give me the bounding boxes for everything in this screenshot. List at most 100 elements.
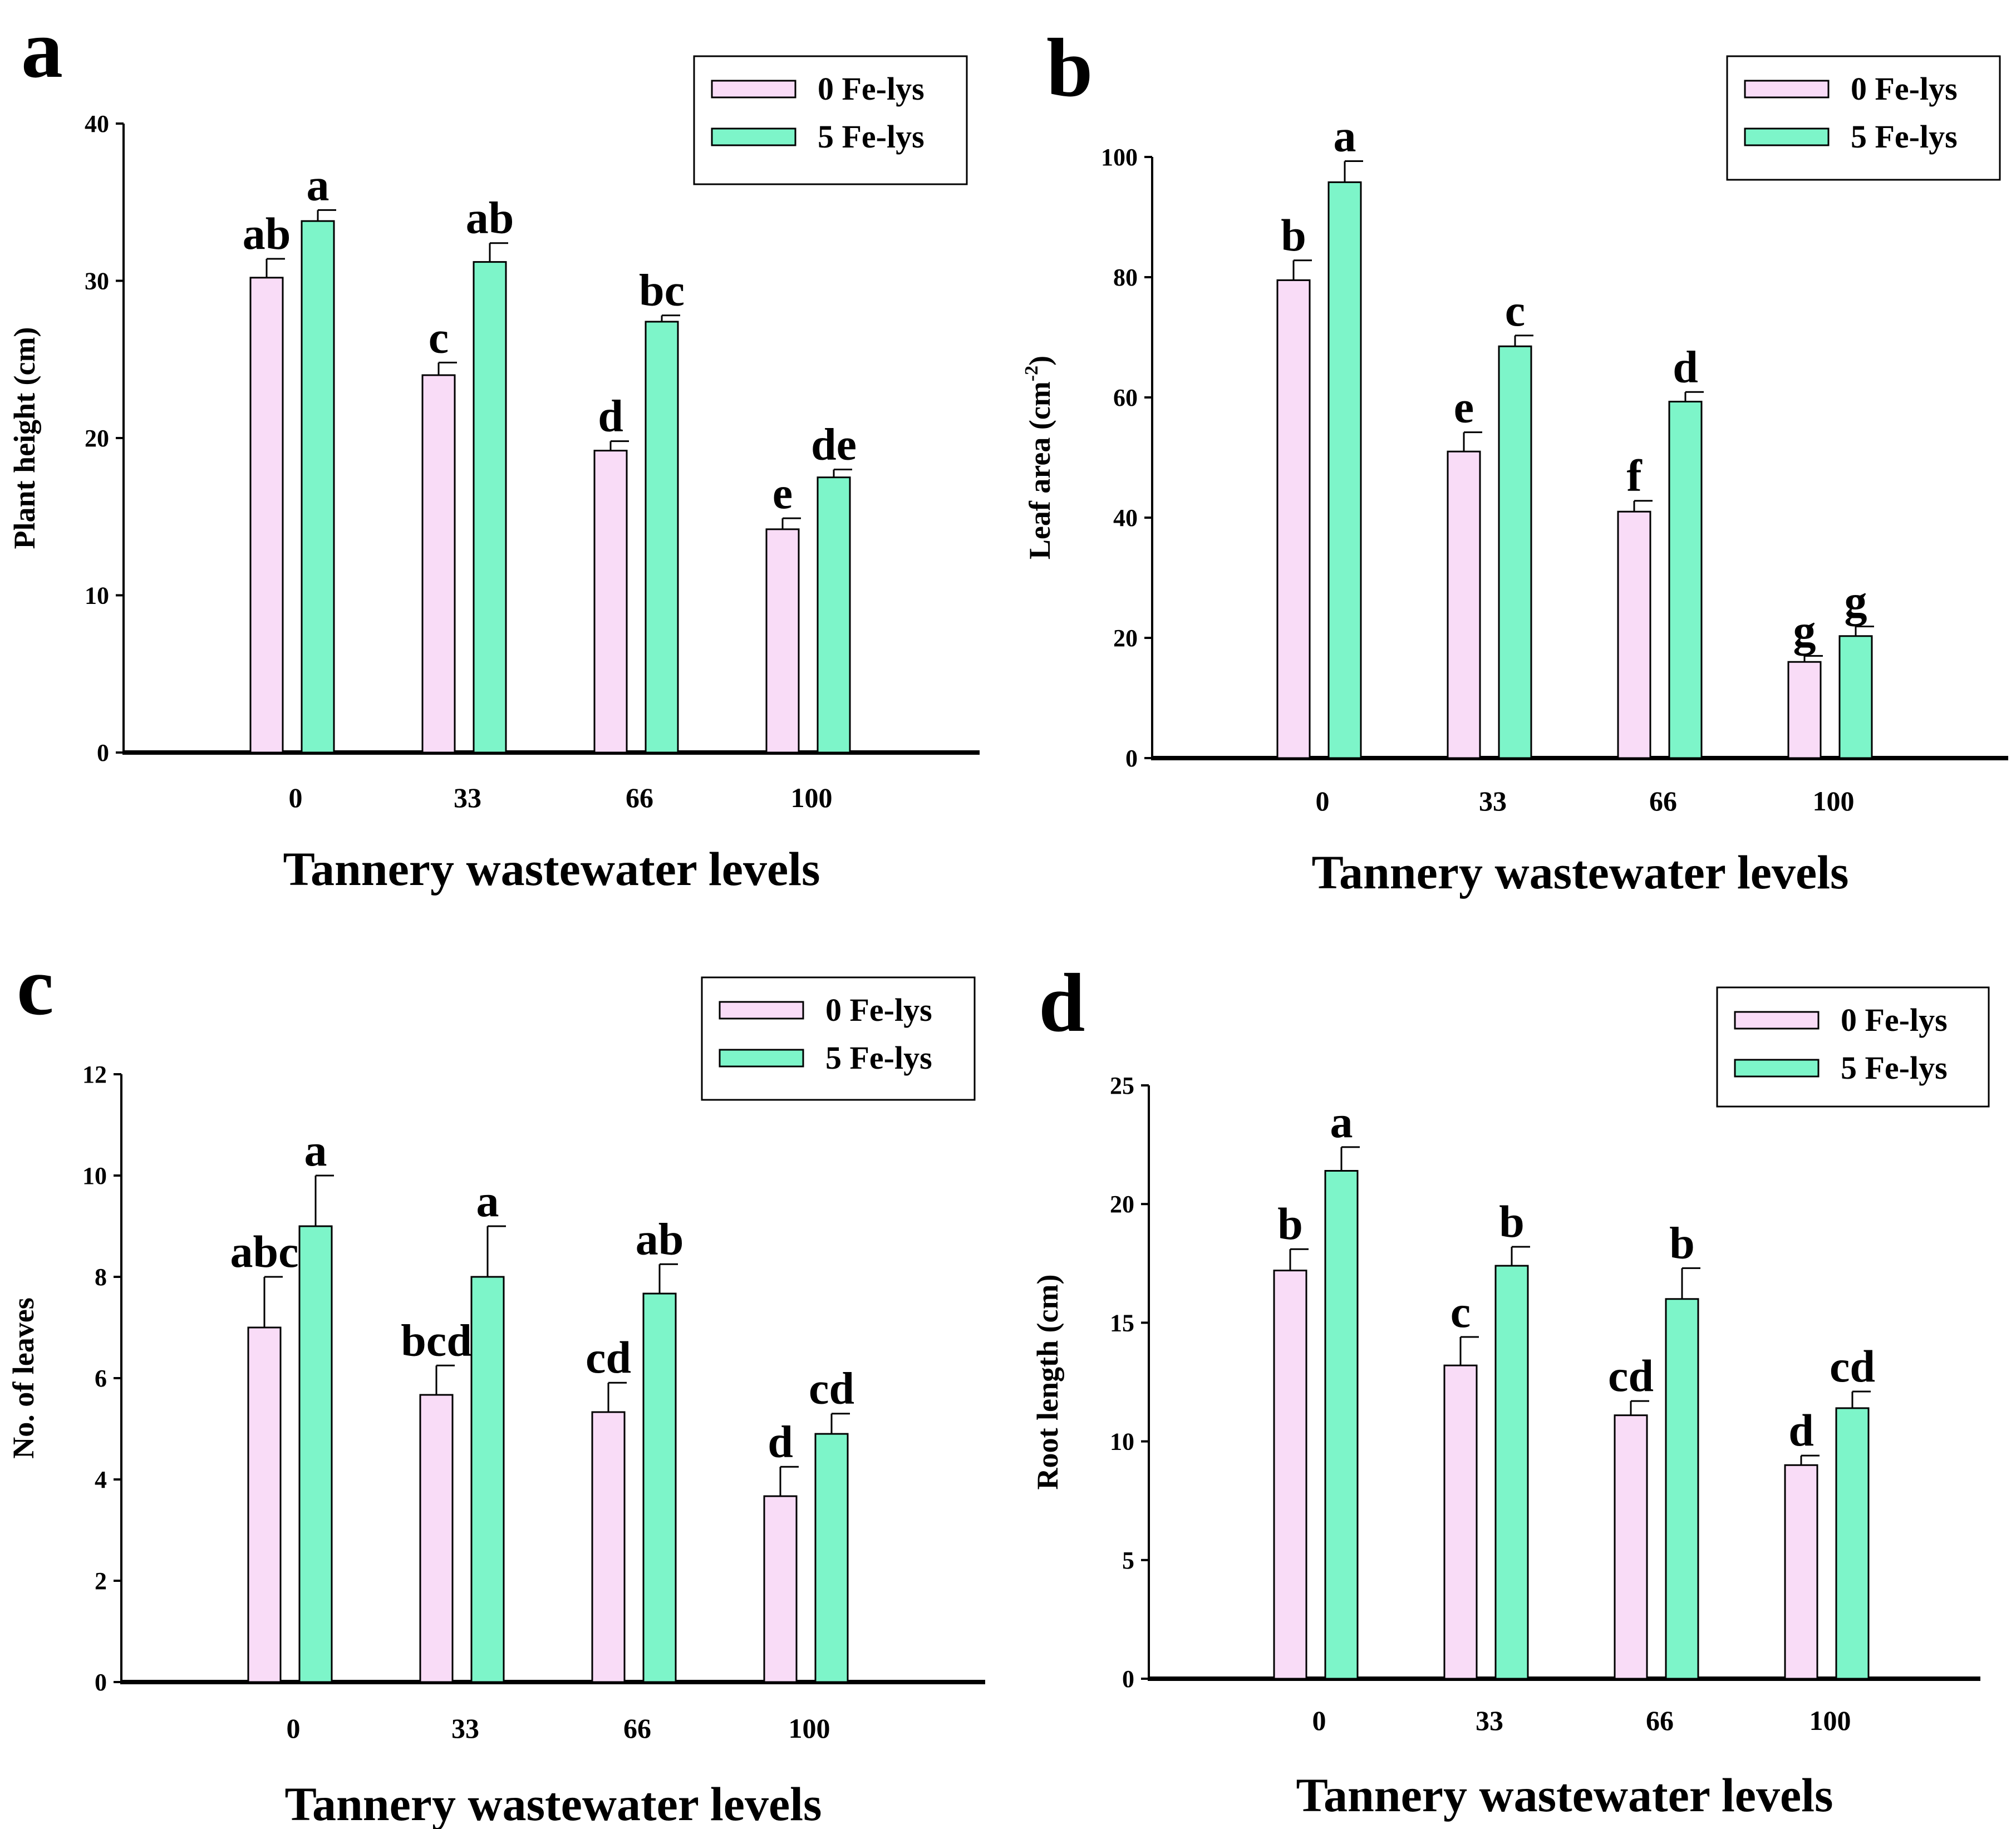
y-tick-label: 20 [1113,625,1138,652]
legend-label: 0 Fe-lys [1851,71,1958,107]
bar-five-fe-lys [1835,1407,1870,1680]
bar-zero-fe-lys [593,450,628,754]
legend: 0 Fe-lys 5 Fe-lys [1726,55,2001,181]
bar-five-fe-lys [1668,401,1703,759]
legend-swatch [711,127,796,146]
legend-box [1726,55,2001,181]
significance-letter: c [1450,1286,1471,1337]
y-tick-label: 5 [1122,1547,1134,1574]
panel-letter: d [1039,957,1085,1049]
y-tick-label: 0 [97,739,109,766]
significance-letter: c [1505,285,1525,336]
x-tick-label: 100 [789,1713,830,1744]
significance-letter: b [1669,1217,1695,1268]
significance-letter: d [1788,1405,1814,1456]
legend-swatch [1744,80,1830,99]
significance-letter: g [1793,605,1816,656]
x-tick-label: 66 [1649,785,1677,817]
x-tick-label: 66 [623,1713,651,1744]
significance-letter: d [1673,341,1698,392]
legend-label: 5 Fe-lys [818,119,925,155]
significance-letter: cd [586,1332,631,1383]
y-tick-label: 40 [85,110,109,137]
significance-letter: e [773,468,793,518]
y-tick-label: 60 [1113,384,1138,411]
bar-five-fe-lys [470,1276,505,1683]
significance-letter: cd [1608,1350,1654,1401]
x-tick-label: 100 [791,782,833,813]
y-tick-label: 100 [1101,144,1138,171]
x-tick-label: 66 [626,782,653,813]
bar-zero-fe-lys [1614,1414,1648,1680]
significance-letter: a [304,1125,327,1176]
y-tick-label: 80 [1113,264,1138,291]
y-tick-label: 0 [95,1669,107,1696]
panel-letter: c [17,940,54,1032]
y-tick-label: 15 [1110,1309,1134,1336]
significance-letter: bcd [401,1315,472,1365]
bar-zero-fe-lys [419,1394,454,1683]
bar-five-fe-lys [642,1292,677,1683]
x-axis-label: Tannery wastewater levels [1296,1768,1833,1822]
x-tick-label: 0 [289,782,303,813]
significance-letter: f [1626,450,1643,501]
legend-label: 5 Fe-lys [1851,119,1958,155]
significance-letter: g [1845,576,1867,626]
legend: 0 Fe-lys 5 Fe-lys [701,976,976,1101]
significance-letter: e [1454,382,1474,432]
y-axis-label-superscript: -2 [1021,366,1042,381]
bar-five-fe-lys [814,1433,849,1683]
x-tick-label: 33 [1479,785,1507,817]
y-axis-label-close: ) [1023,356,1056,366]
bar-zero-fe-lys [1784,1464,1818,1680]
y-axis-label-text: Leaf area (cm [1023,381,1056,559]
y-axis-label: No. of leaves [7,1297,40,1458]
significance-letter: ab [243,208,291,259]
panel-letter: a [21,3,63,95]
x-tick-label: 66 [1646,1705,1674,1736]
significance-letter: abc [230,1226,299,1277]
x-axis-label: Tannery wastewater levels [285,1777,822,1829]
y-tick-label: 40 [1113,504,1138,532]
y-tick-label: 10 [82,1162,107,1189]
y-tick-label: 0 [1122,1665,1134,1693]
bar-zero-fe-lys [1617,510,1651,759]
legend-label: 0 Fe-lys [825,992,932,1028]
y-tick-label: 20 [85,425,109,452]
y-axis-label: Leaf area (cm-2) [1021,356,1056,559]
y-axis-label-text: No. of leaves [7,1297,40,1458]
bar-five-fe-lys [1498,345,1532,759]
bar-five-fe-lys [817,476,851,754]
significance-letter: de [811,419,857,470]
legend-box [693,55,968,185]
significance-letter: cd [1830,1341,1875,1392]
bar-zero-fe-lys [591,1411,626,1683]
significance-letter: a [476,1176,499,1226]
y-tick-label: 2 [95,1567,107,1595]
x-tick-label: 0 [1316,785,1330,817]
legend-box [1716,986,1990,1108]
bar-five-fe-lys [1838,635,1873,759]
bar-zero-fe-lys [1273,1270,1307,1680]
legend: 0 Fe-lys 5 Fe-lys [693,55,968,185]
significance-letter: a [1334,111,1356,161]
legend-label: 5 Fe-lys [825,1040,932,1076]
legend-label: 5 Fe-lys [1841,1050,1948,1086]
panel-letter: b [1046,22,1093,114]
x-axis-label: Tannery wastewater levels [283,842,820,896]
bar-five-fe-lys [298,1225,333,1683]
y-tick-label: 10 [85,582,109,609]
x-tick-label: 33 [451,1713,479,1744]
bar-five-fe-lys [1327,181,1362,759]
y-tick-label: 30 [85,268,109,295]
y-axis-label-text: Plant height (cm) [8,327,41,549]
bar-five-fe-lys [645,321,679,754]
significance-letter: b [1499,1196,1525,1247]
significance-letter: ab [636,1213,684,1264]
y-tick-label: 20 [1110,1191,1134,1218]
legend-swatch [711,80,796,99]
y-tick-label: 25 [1110,1072,1134,1099]
significance-letter: b [1277,1198,1303,1249]
